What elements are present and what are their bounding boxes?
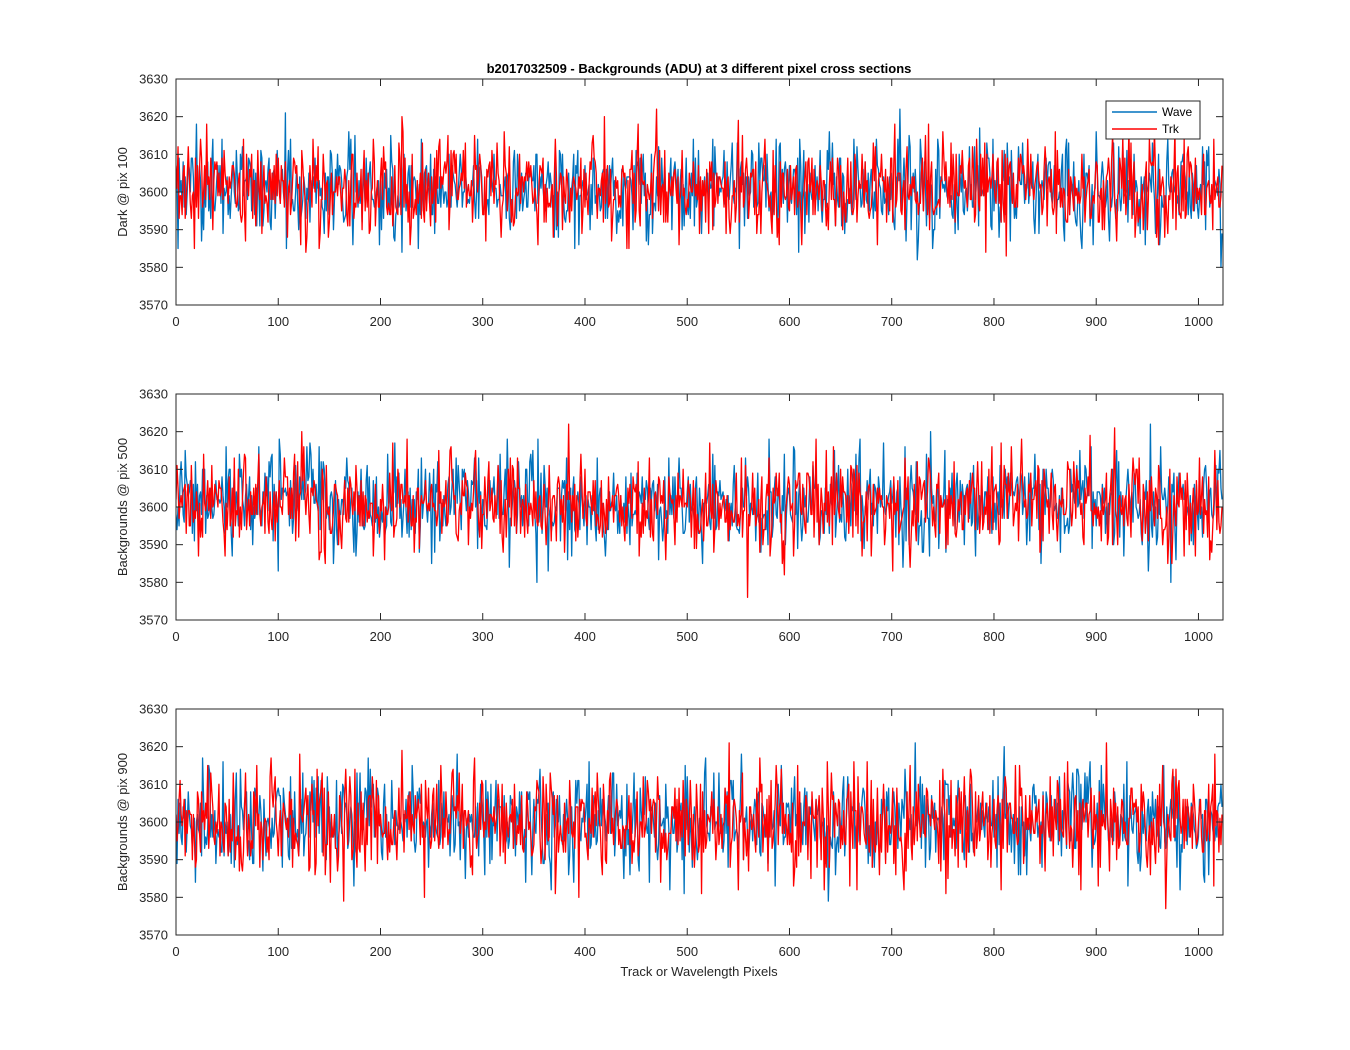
y-tick-label: 3580 (139, 260, 168, 275)
x-tick-label: 900 (1085, 944, 1107, 959)
chart-title: b2017032509 - Backgrounds (ADU) at 3 dif… (487, 61, 912, 76)
x-tick-label: 500 (676, 944, 698, 959)
x-tick-label: 400 (574, 629, 596, 644)
x-tick-label: 500 (676, 314, 698, 329)
axis-ticks: 0 100 200 300 400 500 600 700 800 900 1000 3570 3580… (139, 387, 1223, 644)
subplot-pix-500: 0 100 200 300 400 500 600 700 800 900 1000 3570 3580… (115, 387, 1224, 644)
y-axis-label: Dark @ pix 100 (115, 147, 130, 237)
legend-box (1105, 100, 1201, 140)
x-tick-label: 800 (983, 629, 1005, 644)
series-line-wave (176, 423, 1223, 583)
y-tick-label: 3630 (139, 387, 168, 402)
x-tick-label: 0 (172, 944, 179, 959)
axis-ticks: 0 100 200 300 400 500 600 700 800 900 1000 3570 3580… (139, 72, 1223, 329)
x-tick-label: 700 (881, 314, 903, 329)
plot-area (176, 742, 1223, 910)
y-tick-label: 3620 (139, 424, 168, 439)
x-tick-label: 1000 (1184, 314, 1213, 329)
series-line-trk (176, 423, 1223, 599)
legend: Wave Trk (1105, 100, 1201, 140)
x-tick-label: 300 (472, 629, 494, 644)
x-tick-label: 1000 (1184, 629, 1213, 644)
legend-label-trk: Trk (1162, 122, 1180, 136)
axis-ticks: 0 100 200 300 400 500 600 700 800 900 1000 3570 3580… (139, 702, 1223, 959)
x-tick-label: 300 (472, 944, 494, 959)
x-tick-label: 1000 (1184, 944, 1213, 959)
y-tick-label: 3610 (139, 462, 168, 477)
y-tick-label: 3580 (139, 890, 168, 905)
x-tick-label: 800 (983, 944, 1005, 959)
y-tick-label: 3570 (139, 298, 168, 313)
y-tick-label: 3570 (139, 613, 168, 628)
x-tick-label: 100 (267, 314, 289, 329)
x-tick-label: 500 (676, 629, 698, 644)
series-line-trk (176, 742, 1223, 910)
y-axis-label: Backgrounds @ pix 900 (115, 753, 130, 891)
x-tick-label: 100 (267, 944, 289, 959)
series-line-trk (176, 108, 1223, 257)
x-tick-label: 600 (779, 314, 801, 329)
y-tick-label: 3600 (139, 815, 168, 830)
x-tick-label: 400 (574, 944, 596, 959)
y-tick-label: 3620 (139, 739, 168, 754)
x-tick-label: 200 (370, 314, 392, 329)
plot-area (176, 108, 1223, 268)
x-tick-label: 800 (983, 314, 1005, 329)
x-tick-label: 100 (267, 629, 289, 644)
y-tick-label: 3600 (139, 185, 168, 200)
subplot-pix-100: b2017032509 - Backgrounds (ADU) at 3 dif… (115, 61, 1224, 329)
subplot-pix-900: 0 100 200 300 400 500 600 700 800 900 1000 3570 3580… (115, 702, 1224, 979)
x-tick-label: 900 (1085, 314, 1107, 329)
x-axis-label: Track or Wavelength Pixels (620, 964, 778, 979)
y-tick-label: 3590 (139, 222, 168, 237)
y-tick-label: 3580 (139, 575, 168, 590)
x-tick-label: 0 (172, 314, 179, 329)
y-tick-label: 3630 (139, 72, 168, 87)
x-tick-label: 900 (1085, 629, 1107, 644)
y-tick-label: 3630 (139, 702, 168, 717)
x-tick-label: 400 (574, 314, 596, 329)
legend-label-wave: Wave (1162, 105, 1193, 119)
x-tick-label: 200 (370, 629, 392, 644)
x-tick-label: 700 (881, 629, 903, 644)
y-tick-label: 3590 (139, 537, 168, 552)
x-tick-label: 700 (881, 944, 903, 959)
x-tick-label: 200 (370, 944, 392, 959)
y-tick-label: 3600 (139, 500, 168, 515)
y-tick-label: 3620 (139, 109, 168, 124)
y-axis-label: Backgrounds @ pix 500 (115, 438, 130, 576)
x-tick-label: 300 (472, 314, 494, 329)
y-tick-label: 3590 (139, 852, 168, 867)
y-tick-label: 3570 (139, 928, 168, 943)
y-tick-label: 3610 (139, 147, 168, 162)
x-tick-label: 600 (779, 629, 801, 644)
plot-area (176, 423, 1223, 599)
x-tick-label: 600 (779, 944, 801, 959)
x-tick-label: 0 (172, 629, 179, 644)
y-tick-label: 3610 (139, 777, 168, 792)
